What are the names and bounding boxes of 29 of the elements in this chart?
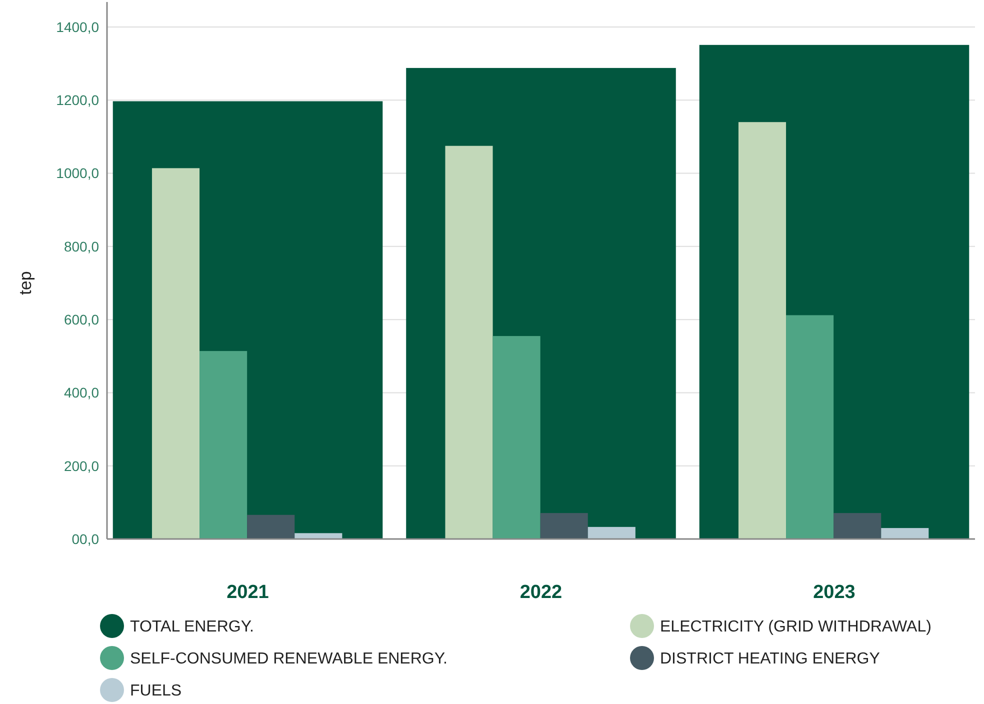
bar (492, 336, 540, 539)
y-tick-label: 800,0 (64, 238, 100, 254)
y-tick-label: 1400,0 (56, 18, 100, 35)
y-tick-label: 00,0 (72, 530, 100, 547)
y-tick-label: 200,0 (64, 458, 100, 474)
legend-label: ELECTRICITY (GRID WITHDRAWAL) (660, 618, 932, 636)
legend-label: FUELS (130, 682, 182, 700)
bar (445, 146, 493, 539)
y-tick-label: 600,0 (64, 311, 100, 328)
bar (294, 533, 342, 539)
x-tick-label: 2021 (226, 582, 270, 603)
y-tick-label: 1000,0 (56, 165, 100, 182)
y-tick-label: 1200,0 (56, 92, 100, 108)
bar (881, 528, 929, 539)
x-tick-label: 2023 (813, 582, 856, 603)
y-tick-label: 400,0 (64, 384, 100, 401)
bar (200, 351, 248, 539)
bar (588, 526, 636, 539)
y-axis-title: tep (16, 271, 35, 295)
legend-label: SELF-CONSUMED RENEWABLE ENERGY. (130, 650, 448, 668)
legend-label: DISTRICT HEATING ENERGY (660, 650, 880, 668)
bar (786, 315, 834, 539)
bar (738, 122, 786, 539)
legend-label: TOTAL ENERGY. (130, 618, 254, 636)
bar (152, 168, 200, 539)
x-tick-label: 2022 (520, 582, 562, 603)
bar (834, 513, 882, 539)
bar (540, 513, 588, 539)
bar (247, 514, 295, 539)
